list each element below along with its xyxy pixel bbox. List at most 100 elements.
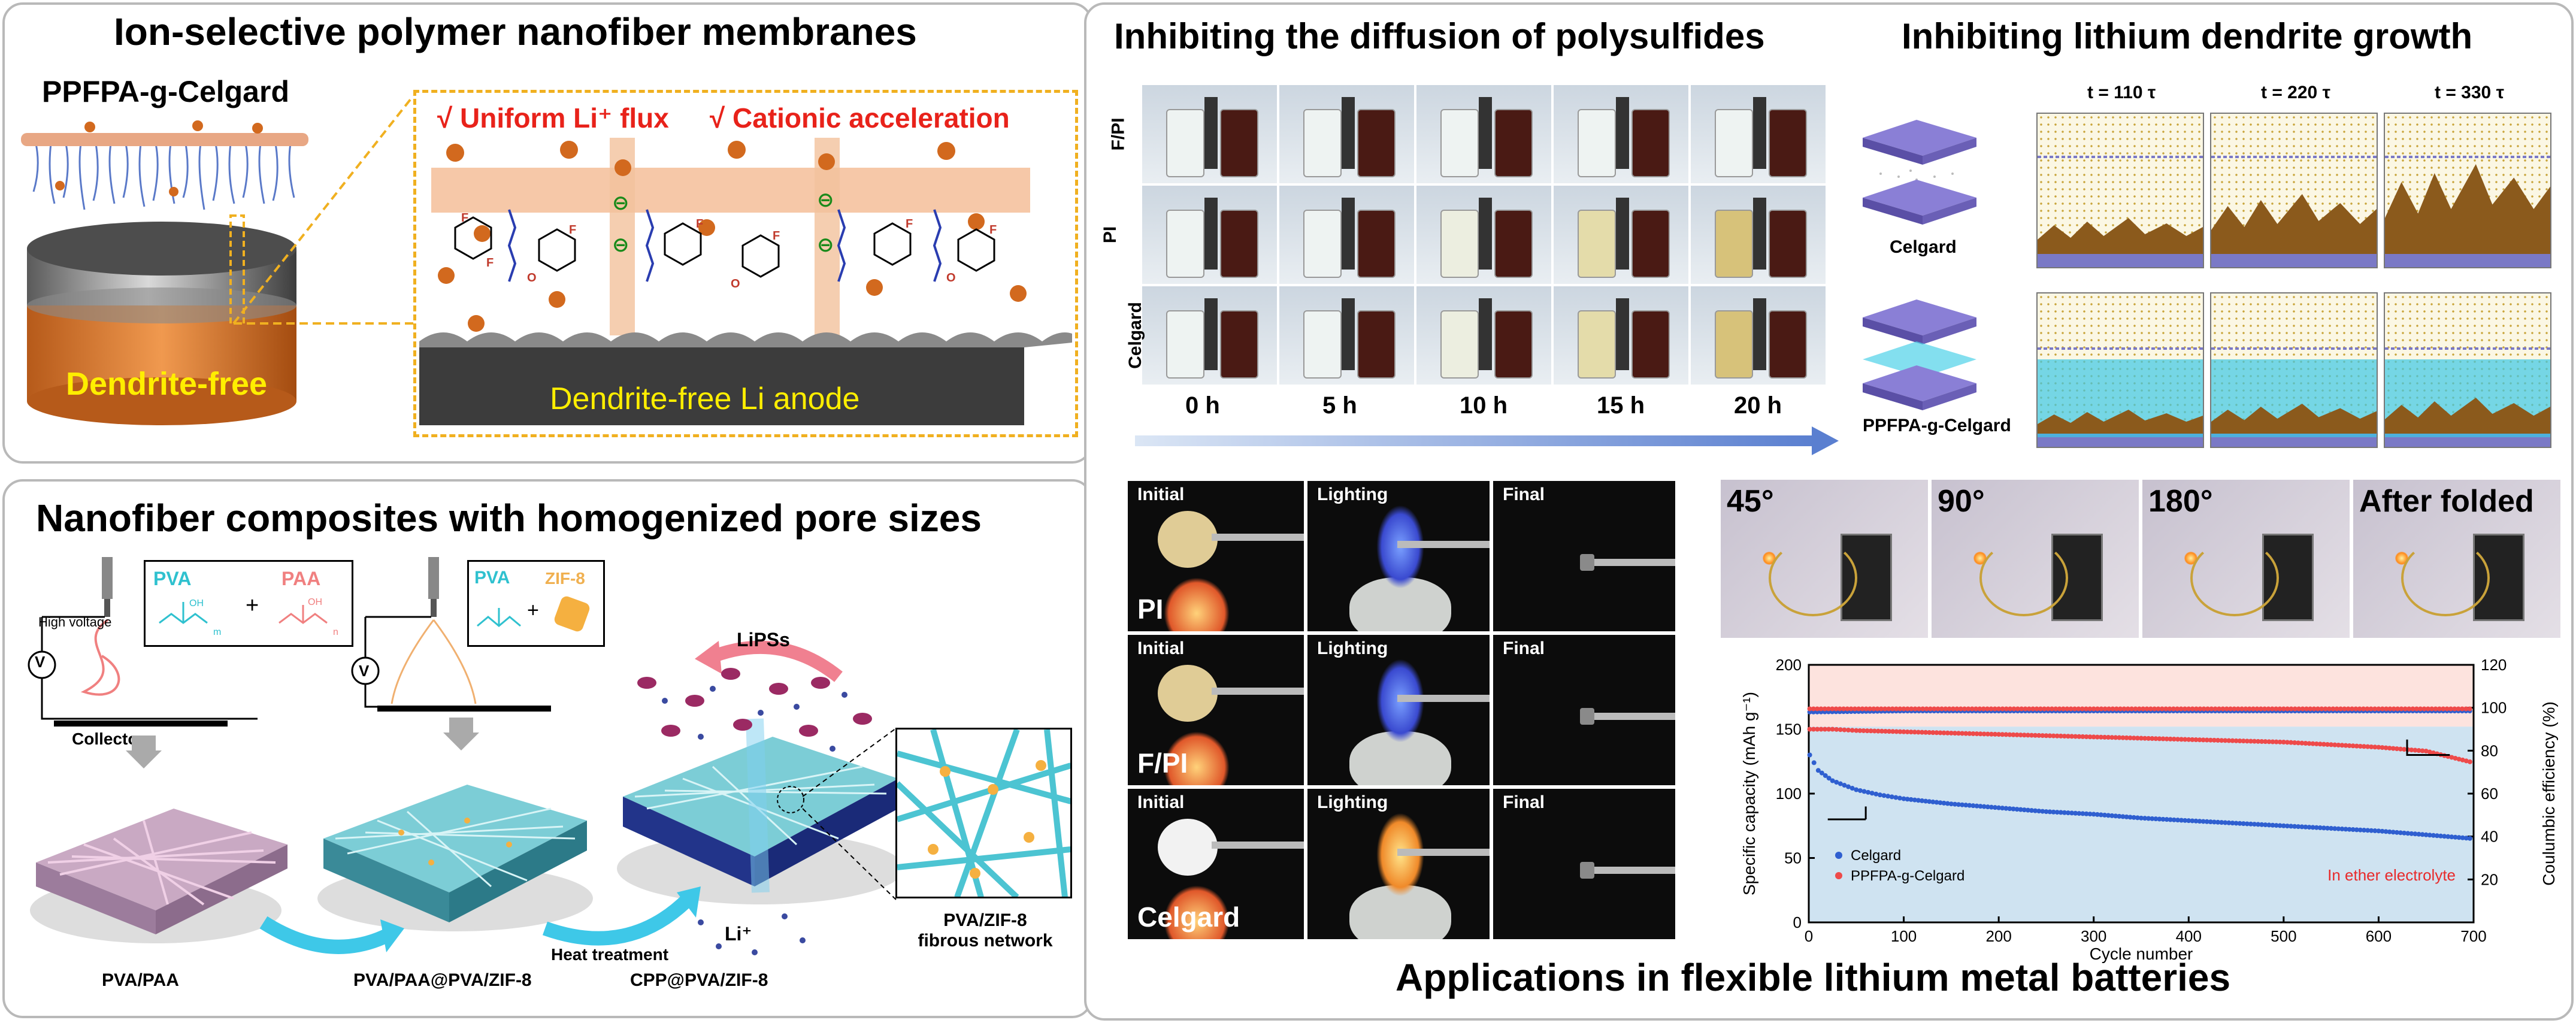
data-point xyxy=(2241,821,2246,827)
data-point xyxy=(2357,743,2363,749)
data-point xyxy=(2186,706,2191,712)
data-point xyxy=(2072,706,2077,712)
data-point xyxy=(2144,706,2150,712)
data-point xyxy=(2186,737,2191,742)
wire xyxy=(1979,540,2068,616)
oh-label: OH xyxy=(189,598,204,609)
data-point xyxy=(2152,706,2157,712)
dendrite-sim-frame xyxy=(2210,292,2378,448)
zoom-anode-label: Dendrite-free Li anode xyxy=(550,382,860,416)
vial-photo xyxy=(1278,84,1415,184)
vial-left xyxy=(1440,310,1479,379)
data-point xyxy=(2153,736,2159,741)
pva-paa-mat xyxy=(30,809,287,943)
data-point xyxy=(2175,737,2180,742)
data-point xyxy=(2317,825,2323,831)
vial-left xyxy=(1578,210,1616,278)
data-point xyxy=(1905,706,1910,712)
data-point xyxy=(2044,733,2049,739)
data-point xyxy=(1938,800,1943,806)
data-point xyxy=(1920,798,1925,803)
data-point xyxy=(2412,831,2418,837)
data-point xyxy=(1849,728,1855,733)
zoom-illustration: ⊖ ⊖ ⊖ ⊖ F F F F F F F O O O xyxy=(419,138,1072,425)
data-point xyxy=(2263,739,2268,744)
data-point xyxy=(2204,737,2209,743)
data-point xyxy=(2433,706,2438,712)
data-point xyxy=(2390,746,2396,751)
data-point xyxy=(2281,740,2286,744)
tweezers xyxy=(1397,695,1490,702)
data-point xyxy=(2127,736,2133,741)
data-point xyxy=(2094,734,2100,740)
high-voltage-label: High voltage xyxy=(38,615,112,629)
data-point xyxy=(1877,792,1882,798)
data-point xyxy=(2118,706,2123,712)
legend-label: Celgard xyxy=(1851,848,1901,864)
data-point xyxy=(1905,797,1910,802)
data-point xyxy=(2014,807,2020,812)
vial-stand xyxy=(1616,298,1629,370)
fluorine-label: F xyxy=(989,223,997,237)
data-point xyxy=(2025,733,2030,738)
vial-right xyxy=(1220,310,1258,379)
vial-photo xyxy=(1415,184,1552,285)
data-point xyxy=(2018,733,2023,738)
data-point xyxy=(1927,730,1932,735)
data-point xyxy=(1860,706,1865,712)
data-point xyxy=(2398,746,2404,752)
flammability-photo: Final xyxy=(1491,633,1677,787)
series-1 xyxy=(1807,727,2472,764)
data-point xyxy=(2247,706,2252,712)
data-point xyxy=(2224,706,2229,712)
data-point xyxy=(2102,734,2108,740)
dendrite-sim-frame xyxy=(2036,113,2204,268)
data-point xyxy=(1838,781,1843,786)
data-point xyxy=(2204,819,2209,824)
dendrite-deposit xyxy=(2038,218,2203,254)
separator-line xyxy=(2211,347,2377,350)
data-point xyxy=(2329,826,2334,831)
data-point xyxy=(1973,706,1979,712)
data-point xyxy=(2354,743,2359,749)
data-point xyxy=(2133,706,2138,712)
data-point xyxy=(2219,820,2224,825)
data-point xyxy=(2045,706,2051,712)
data-point xyxy=(2084,706,2089,712)
data-point xyxy=(2171,817,2177,822)
data-point xyxy=(2274,823,2279,828)
residue xyxy=(1580,862,1594,879)
data-point xyxy=(2102,706,2108,712)
data-point xyxy=(2120,814,2126,819)
data-point xyxy=(2463,706,2469,712)
zif8-label: ZIF-8 xyxy=(545,569,585,588)
wire xyxy=(2401,540,2490,616)
data-point xyxy=(2339,743,2345,748)
series-0 xyxy=(1807,752,2472,841)
vial-stand xyxy=(1204,198,1218,270)
data-point xyxy=(2091,706,2096,712)
data-point xyxy=(2023,706,2028,712)
data-point xyxy=(1939,706,1944,712)
flammability-photo: Final xyxy=(1491,787,1677,941)
data-point xyxy=(2212,706,2218,712)
data-point xyxy=(2106,813,2111,818)
data-point xyxy=(2438,833,2444,839)
down-arrow xyxy=(443,718,479,750)
data-point xyxy=(1981,706,1986,712)
vial-photo xyxy=(1141,184,1278,285)
tweezers xyxy=(1397,849,1490,856)
data-point xyxy=(2259,739,2265,744)
data-point xyxy=(1970,731,1976,736)
membrane-disc xyxy=(1158,819,1218,876)
data-point xyxy=(2044,809,2049,815)
data-point xyxy=(2395,706,2401,712)
vial-stand xyxy=(1342,298,1355,370)
data-point xyxy=(1985,706,1990,712)
data-point xyxy=(1875,728,1881,734)
data-point xyxy=(1977,706,1982,712)
flammability-photo: Initial F/PI xyxy=(1126,633,1306,787)
data-point xyxy=(2412,747,2418,753)
data-point xyxy=(2015,706,2020,712)
data-point xyxy=(2321,741,2326,747)
